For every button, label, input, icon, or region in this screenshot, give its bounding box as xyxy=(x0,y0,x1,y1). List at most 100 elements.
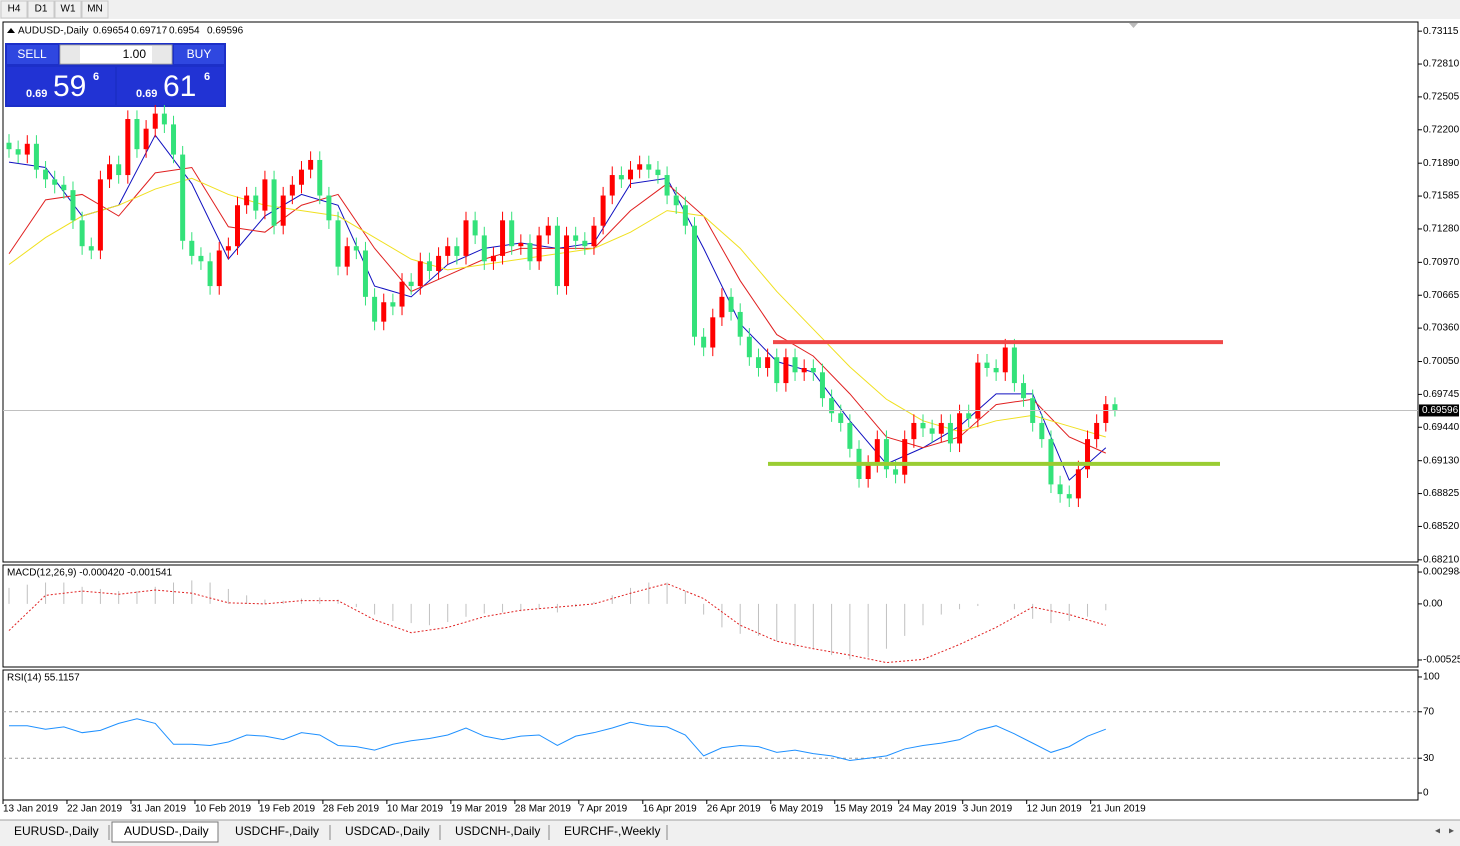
y-tick-label: 0 xyxy=(1423,788,1429,799)
candle-body xyxy=(125,119,131,176)
x-tick-label: 7 Apr 2019 xyxy=(579,804,628,815)
candle-body xyxy=(1002,347,1008,373)
candle-body xyxy=(271,179,277,226)
trade-panel: SELL 1.00 BUY 0.69 59 6 0.69 61 6 xyxy=(5,43,226,107)
candle-body xyxy=(765,357,771,368)
y-tick-label: 0.72810 xyxy=(1423,59,1460,70)
ohlc-low: 0.6954 xyxy=(169,26,200,37)
candle-body xyxy=(609,175,615,196)
candle-body xyxy=(710,317,716,348)
candle-body xyxy=(637,164,643,170)
tab-bar xyxy=(0,820,1460,846)
y-tick-label: 70 xyxy=(1423,706,1435,717)
tab-label[interactable]: USDCAD-,Daily xyxy=(345,824,430,838)
timeframe-button[interactable] xyxy=(81,0,109,19)
x-tick-label: 28 Feb 2019 xyxy=(323,804,380,815)
candle-body xyxy=(947,422,953,444)
candle-body xyxy=(673,195,679,206)
buy-button[interactable] xyxy=(174,45,224,64)
x-tick-label: 19 Mar 2019 xyxy=(451,804,508,815)
timeframe-button[interactable] xyxy=(0,0,28,19)
candle-body xyxy=(97,179,103,251)
rsi-title: RSI(14) 55.1157 xyxy=(7,673,80,684)
timeframe-button[interactable] xyxy=(54,0,82,19)
candle-body xyxy=(591,225,597,247)
candle-body xyxy=(655,169,661,176)
macd-title: MACD(12,26,9) -0.000420 -0.001541 xyxy=(7,568,173,579)
candle-body xyxy=(463,220,469,256)
candle-body xyxy=(61,184,67,191)
y-tick-label: 0.68520 xyxy=(1423,521,1460,532)
candle-body xyxy=(728,296,734,312)
candle-body xyxy=(628,169,634,180)
candle-body xyxy=(171,124,177,155)
bid-box[interactable] xyxy=(7,67,115,105)
candle-body xyxy=(883,439,889,470)
timeframe-label: H4 xyxy=(8,4,21,15)
candle-body xyxy=(1103,404,1109,423)
candle-body xyxy=(362,250,368,297)
shift-marker xyxy=(1129,23,1138,28)
candle-body xyxy=(289,184,295,196)
candle-body xyxy=(1112,404,1118,411)
tab-label[interactable]: USDCNH-,Daily xyxy=(455,824,540,838)
y-tick-label: 0.70360 xyxy=(1423,323,1460,334)
ask-box[interactable] xyxy=(117,67,224,105)
tab-label[interactable]: USDCHF-,Daily xyxy=(235,824,319,838)
lot-up[interactable] xyxy=(152,46,171,63)
candle-body xyxy=(600,195,606,226)
candle-body xyxy=(1094,422,1100,440)
candle-body xyxy=(1039,422,1045,440)
candle-body xyxy=(335,220,341,267)
rsi-line xyxy=(9,718,1106,762)
candle-body xyxy=(216,250,222,287)
candle-body xyxy=(1011,347,1017,384)
candle-body xyxy=(984,362,990,368)
candle-body xyxy=(326,195,332,221)
timeframe-button[interactable] xyxy=(27,0,55,19)
candle-body xyxy=(116,164,122,176)
main-panel xyxy=(2,21,1419,563)
y-tick-label: 100 xyxy=(1423,672,1440,683)
candle-body xyxy=(43,169,49,180)
tab-label[interactable]: EURUSD-,Daily xyxy=(14,824,99,838)
candle-body xyxy=(582,240,588,247)
candle-body xyxy=(143,128,149,150)
candle-body xyxy=(929,428,935,434)
candle-body xyxy=(1075,469,1081,499)
candle-body xyxy=(554,225,560,287)
sell-button[interactable] xyxy=(7,45,58,64)
tab-scroll-right[interactable]: ▸ xyxy=(1449,826,1454,837)
candle-body xyxy=(957,413,963,444)
candle-body xyxy=(755,357,761,368)
candle-body xyxy=(847,422,853,449)
tab-label[interactable]: AUDUSD-,Daily xyxy=(124,824,209,838)
tab-scroll-left[interactable]: ◂ xyxy=(1435,826,1440,837)
candle-body xyxy=(189,240,195,256)
lot-down[interactable] xyxy=(61,46,80,63)
candle-body xyxy=(573,235,579,241)
candle-body xyxy=(746,336,752,358)
active-tab[interactable] xyxy=(111,821,219,843)
candle-body xyxy=(198,255,204,262)
lot-value: 1.00 xyxy=(123,47,147,61)
candle-body xyxy=(902,439,908,475)
y-tick-label: 0.71280 xyxy=(1423,224,1460,235)
y-tick-label: 0.71585 xyxy=(1423,191,1460,202)
macd-signal xyxy=(8,583,1106,664)
candle-body xyxy=(152,113,158,129)
candle-body xyxy=(838,413,844,423)
candle-body xyxy=(134,119,140,150)
candle-body xyxy=(527,242,533,262)
candle-body xyxy=(1085,439,1091,470)
x-tick-label: 28 Mar 2019 xyxy=(515,804,572,815)
collapse-icon[interactable] xyxy=(7,28,15,33)
lot-input[interactable] xyxy=(59,44,173,65)
candle-body xyxy=(317,159,323,196)
ask-frac: 6 xyxy=(204,71,210,83)
y-tick-label: 30 xyxy=(1423,753,1435,764)
x-tick-label: 3 Jun 2019 xyxy=(963,804,1013,815)
candle-body xyxy=(399,281,405,307)
candle-body xyxy=(280,195,286,226)
tab-label[interactable]: EURCHF-,Weekly xyxy=(564,824,660,838)
